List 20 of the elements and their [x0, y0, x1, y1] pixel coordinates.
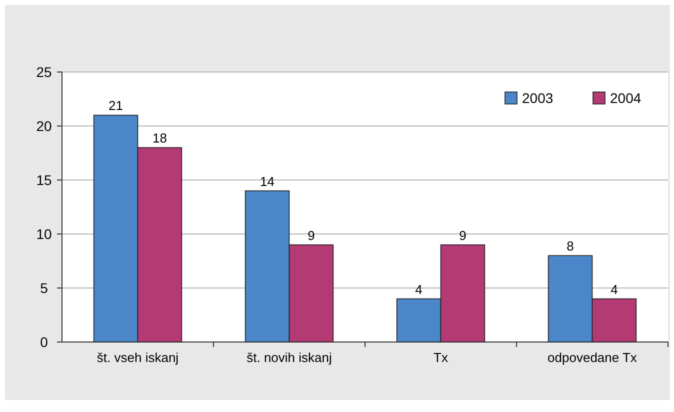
data-label: 4 — [610, 282, 618, 297]
x-tick-label: odpovedane Tx — [548, 350, 638, 365]
data-label: 8 — [566, 238, 574, 254]
data-label: 14 — [260, 174, 275, 189]
data-label: 4 — [415, 282, 422, 297]
y-tick-label: 5 — [40, 280, 48, 296]
data-label: 9 — [308, 228, 315, 243]
legend-label: 2004 — [610, 90, 642, 106]
x-tick-label: št. novih iskanj — [246, 350, 332, 365]
data-label: 18 — [152, 130, 167, 146]
y-tick-label: 20 — [36, 118, 52, 134]
x-tick-label: Tx — [434, 350, 448, 365]
x-tick-label: št. vseh iskanj — [96, 350, 179, 365]
legend-label: 2003 — [522, 90, 554, 106]
data-label: 21 — [108, 98, 124, 114]
y-tick-label: 15 — [36, 172, 52, 188]
y-tick-label: 10 — [36, 226, 52, 242]
y-tick-label: 0 — [40, 334, 48, 350]
y-tick-label: 25 — [36, 64, 52, 80]
data-label: 9 — [459, 228, 466, 243]
